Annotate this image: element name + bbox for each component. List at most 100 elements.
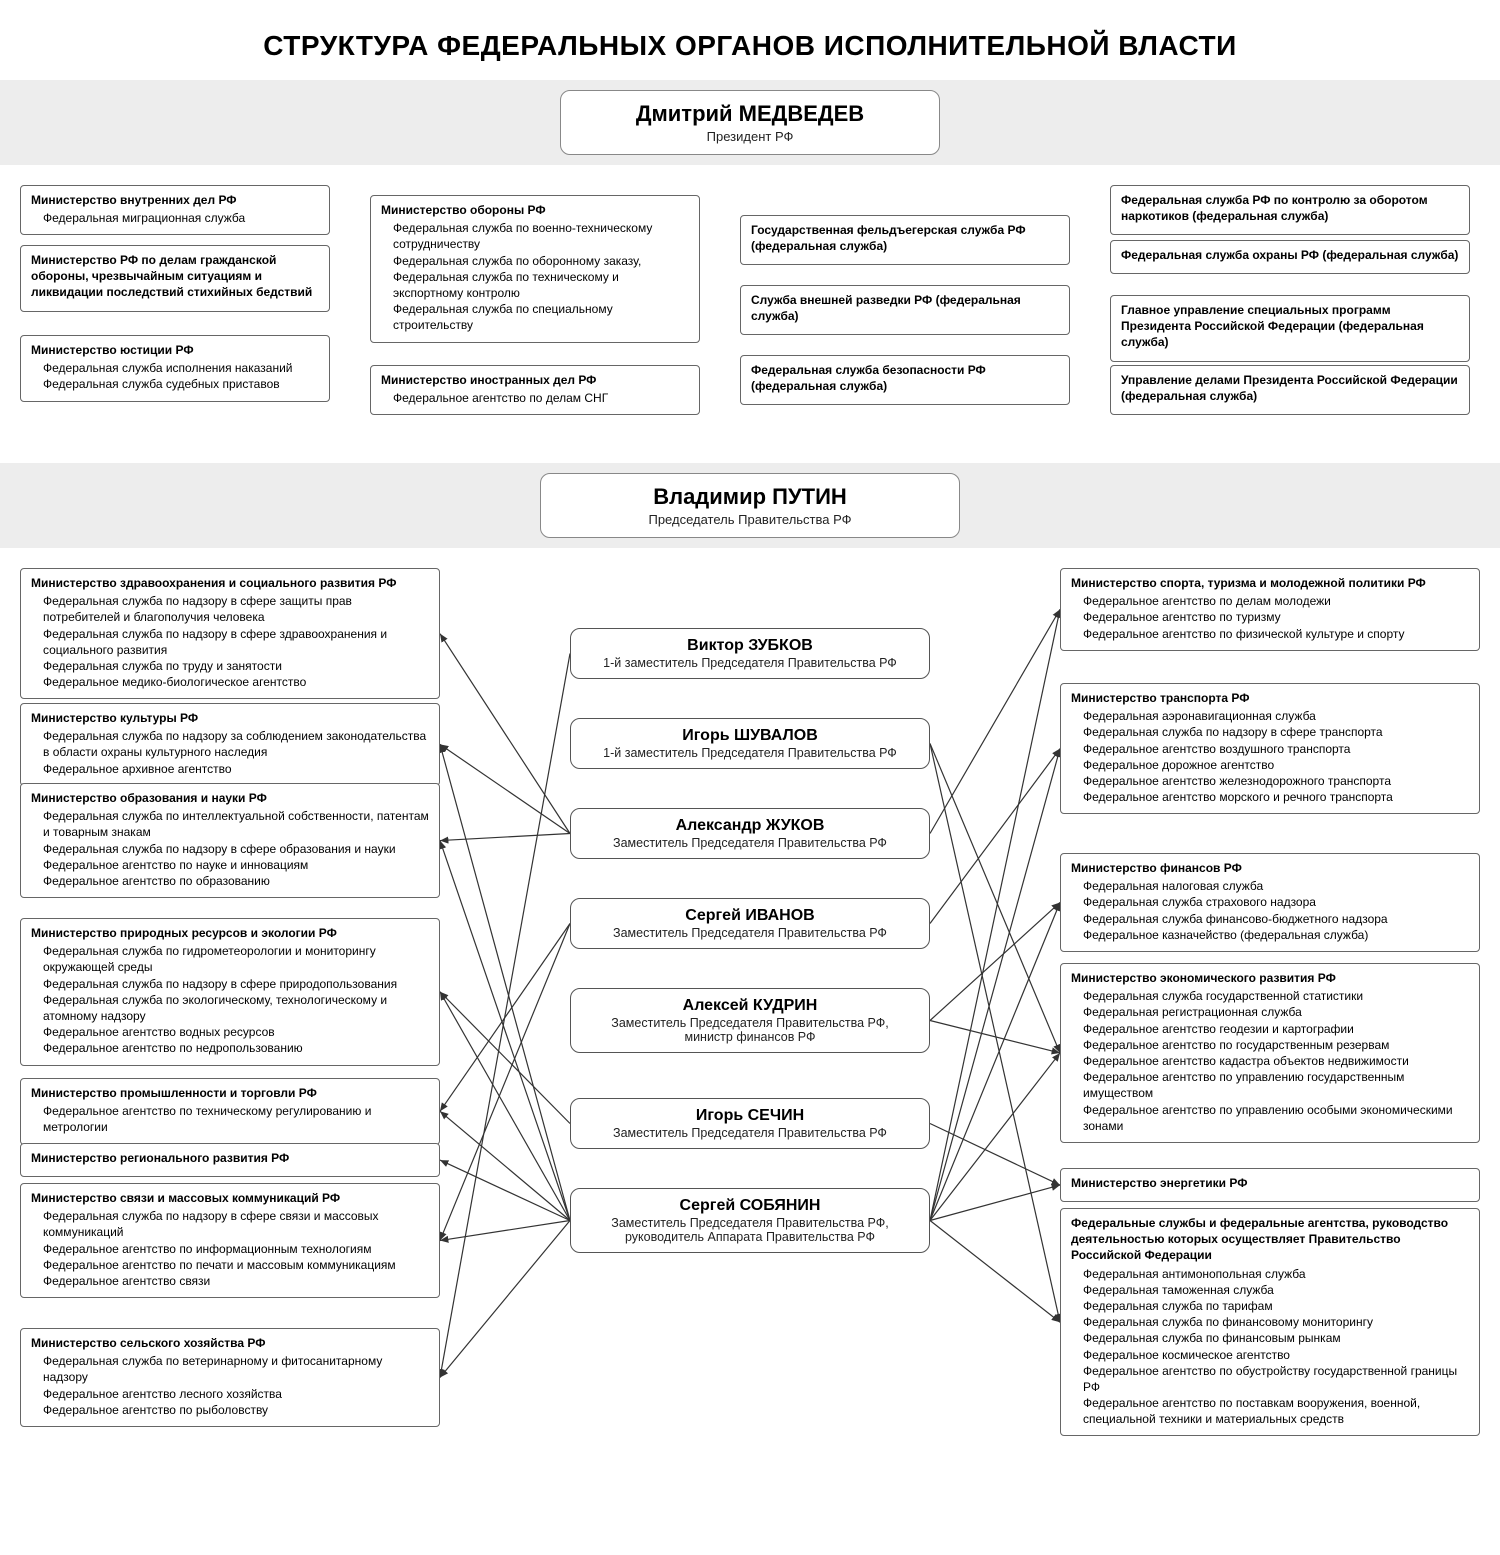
ministry-sub: Федеральное агентство по управлению особ… [1071,1102,1469,1134]
ministry-sub: Федеральное агентство по образованию [31,873,429,889]
ministry-sub: Федеральное казначейство (федеральная сл… [1071,927,1469,943]
page-title: СТРУКТУРА ФЕДЕРАЛЬНЫХ ОРГАНОВ ИСПОЛНИТЕЛ… [0,30,1500,62]
deputy-box: Игорь СЕЧИНЗаместитель Председателя Прав… [570,1098,930,1149]
org-box-sub: Федеральная служба по техническому и экс… [381,269,689,301]
org-box-sub: Федеральная служба по военно-техническом… [381,220,689,252]
ministry-box: Федеральные службы и федеральные агентст… [1060,1208,1480,1436]
org-box: Федеральная служба безопасности РФ (феде… [740,355,1070,405]
ministry-box: Министерство сельского хозяйства РФФедер… [20,1328,440,1427]
org-box-sub: Федеральная служба по специальному строи… [381,301,689,333]
connection-line [440,992,570,1124]
connection-line [440,924,570,1112]
org-box-sub: Федеральная служба по оборонному заказу, [381,253,689,269]
ministry-sub: Федеральная служба финансово-бюджетного … [1071,911,1469,927]
ministry-title: Министерство связи и массовых коммуникац… [31,1190,429,1206]
ministry-sub: Федеральная служба по интеллектуальной с… [31,808,429,840]
ministry-sub: Федеральная служба по финансовому монито… [1071,1314,1469,1330]
org-box-title: Федеральная служба охраны РФ (федеральна… [1121,247,1459,263]
ministry-sub: Федеральное агентство по поставкам воору… [1071,1395,1469,1427]
org-box: Управление делами Президента Российской … [1110,365,1470,415]
ministry-sub: Федеральная служба по надзору в сфере зд… [31,626,429,658]
org-box-sub: Федеральная миграционная служба [31,210,319,226]
ministry-box: Министерство экономического развития РФФ… [1060,963,1480,1143]
connection-line [930,1021,1060,1053]
president-structure: Министерство внутренних дел РФ Федеральна… [0,185,1500,445]
org-box: Министерство юстиции РФ Федеральная служб… [20,335,330,402]
pm-band: Владимир ПУТИН Председатель Правительств… [0,463,1500,548]
connection-line [930,1185,1060,1220]
ministry-box: Министерство природных ресурсов и эколог… [20,918,440,1066]
ministry-sub: Федеральное агентство по информационным … [31,1241,429,1257]
ministry-sub: Федеральное агентство по туризму [1071,609,1469,625]
ministry-sub: Федеральное агентство воздушного транспо… [1071,741,1469,757]
connection-line [930,744,1060,1323]
ministry-title: Министерство образования и науки РФ [31,790,429,806]
org-box-title: Министерство иностранных дел РФ [381,372,689,388]
ministry-sub: Федеральная налоговая служба [1071,878,1469,894]
org-box: Федеральная служба РФ по контролю за обо… [1110,185,1470,235]
government-structure: Министерство здравоохранения и социально… [0,568,1500,1456]
ministry-sub: Федеральная аэронавигационная служба [1071,708,1469,724]
org-box-sub: Федеральная служба исполнения наказаний [31,360,319,376]
page: СТРУКТУРА ФЕДЕРАЛЬНЫХ ОРГАНОВ ИСПОЛНИТЕЛ… [0,0,1500,1496]
ministry-title: Министерство здравоохранения и социально… [31,575,429,591]
org-box: Федеральная служба охраны РФ (федеральна… [1110,240,1470,274]
connection-line [930,609,1060,833]
connection-line [440,654,570,1378]
ministry-sub: Федеральная регистрационная служба [1071,1004,1469,1020]
ministry-box: Министерство культуры РФФедеральная служ… [20,703,440,786]
ministry-sub: Федеральное агентство по физической куль… [1071,626,1469,642]
ministry-sub: Федеральная служба по экологическому, те… [31,992,429,1024]
deputy-name: Алексей КУДРИН [587,997,913,1015]
deputy-box: Игорь ШУВАЛОВ1-й заместитель Председател… [570,718,930,769]
connection-line [440,1111,570,1220]
ministry-title: Министерство энергетики РФ [1071,1175,1469,1191]
deputy-role: 1-й заместитель Председателя Правительст… [587,746,913,760]
deputy-box: Александр ЖУКОВЗаместитель Председателя … [570,808,930,859]
ministry-sub: Федеральная служба государственной стати… [1071,988,1469,1004]
deputy-name: Александр ЖУКОВ [587,817,913,835]
org-box: Министерство иностранных дел РФ Федеральн… [370,365,700,415]
deputy-box: Сергей ИВАНОВЗаместитель Председателя Пр… [570,898,930,949]
org-box-sub: Федеральное агентство по делам СНГ [381,390,689,406]
ministry-sub: Федеральное агентство морского и речного… [1071,789,1469,805]
pm-box: Владимир ПУТИН Председатель Правительств… [540,473,960,538]
ministry-box: Министерство образования и науки РФ Федер… [20,783,440,898]
org-box: Министерство РФ по делам гражданской обо… [20,245,330,312]
org-box: Государственная фельдъегерская служба РФ… [740,215,1070,265]
ministry-sub: Федеральное агентство кадастра объектов … [1071,1053,1469,1069]
connection-line [930,1221,1060,1323]
org-box-title: Министерство РФ по делам гражданской обо… [31,252,319,301]
connection-line [440,1160,570,1220]
ministry-sub: Федеральное дорожное агентство [1071,757,1469,773]
ministry-title: Министерство спорта, туризма и молодежно… [1071,575,1469,591]
ministry-sub: Федеральное агентство по науке и инновац… [31,857,429,873]
ministry-box: Министерство регионального развития РФ [20,1143,440,1177]
ministry-sub: Федеральное агентство геодезии и картогр… [1071,1021,1469,1037]
ministry-title: Министерство природных ресурсов и эколог… [31,925,429,941]
ministry-box: Министерство транспорта РФФедеральная аэ… [1060,683,1480,814]
ministry-box: Министерство промышленности и торговли Р… [20,1078,440,1145]
ministry-sub: Федеральная служба по надзору в сфере тр… [1071,724,1469,740]
ministry-box: Министерство здравоохранения и социально… [20,568,440,699]
ministry-sub: Федеральное медико-биологическое агентст… [31,674,429,690]
pm-role: Председатель Правительства РФ [581,512,919,527]
deputy-role: Заместитель Председателя Правительства Р… [587,836,913,850]
connection-line [440,834,570,841]
ministry-sub: Федеральное агентство по делам молодежи [1071,593,1469,609]
ministry-sub: Федеральная служба по надзору в сфере за… [31,593,429,625]
ministry-sub: Федеральная служба по гидрометеорологии … [31,943,429,975]
org-box-title: Министерство внутренних дел РФ [31,192,319,208]
ministry-sub: Федеральное агентство связи [31,1273,429,1289]
deputy-role: Заместитель Председателя Правительства Р… [587,1016,913,1044]
pm-name: Владимир ПУТИН [581,484,919,510]
connection-line [930,744,1060,1053]
deputy-role: 1-й заместитель Председателя Правительст… [587,656,913,670]
org-box-title: Министерство юстиции РФ [31,342,319,358]
president-name: Дмитрий МЕДВЕДЕВ [601,101,899,127]
ministry-box: Министерство финансов РФФедеральная нало… [1060,853,1480,952]
ministry-sub: Федеральная служба страхового надзора [1071,894,1469,910]
connection-line [440,1221,570,1241]
org-box-title: Главное управление специальных программ … [1121,302,1459,351]
president-role: Президент РФ [601,129,899,144]
